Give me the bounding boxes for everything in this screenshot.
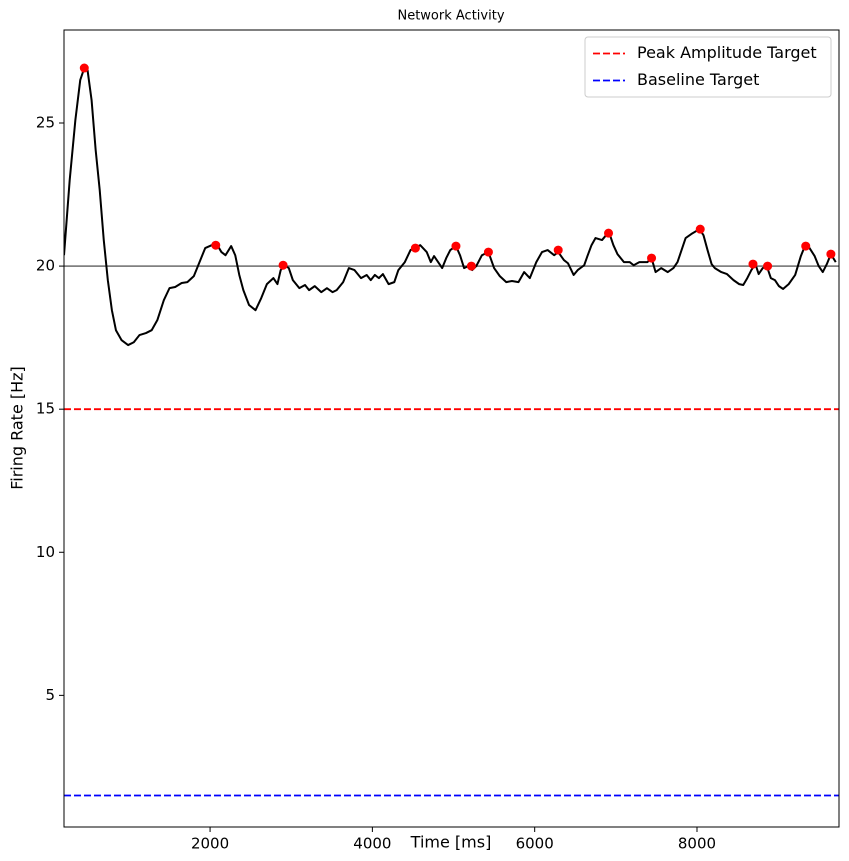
legend-label: Baseline Target — [637, 70, 759, 89]
peak-marker — [211, 240, 221, 250]
y-tick-label: 15 — [36, 400, 55, 418]
peak-marker — [553, 245, 563, 255]
axes-frame — [63, 29, 840, 828]
y-tick-label: 25 — [36, 114, 55, 132]
x-tick-label: 6000 — [516, 835, 554, 853]
chart-title: Network Activity — [397, 9, 504, 24]
peak-marker — [278, 260, 288, 270]
signal-line — [64, 67, 837, 347]
legend-box — [584, 36, 832, 98]
peak-marker — [801, 241, 811, 251]
plot-area — [64, 63, 839, 797]
x-axis-label: Time [ms] — [410, 833, 492, 852]
legend: Peak Amplitude Target Baseline Target — [584, 36, 832, 98]
x-tick-label: 4000 — [353, 835, 391, 853]
peak-marker — [483, 247, 493, 257]
peak-marker — [466, 261, 476, 271]
y-tick-label: 20 — [36, 257, 55, 275]
y-tick-label: 10 — [36, 543, 55, 561]
peak-marker — [763, 261, 773, 271]
peak-marker — [410, 243, 420, 253]
x-tick-label: 2000 — [191, 835, 229, 853]
y-axis-label: Firing Rate [Hz] — [8, 366, 27, 490]
peak-marker — [604, 228, 614, 238]
y-tick-label: 5 — [45, 686, 55, 704]
peak-marker — [451, 241, 461, 251]
legend-label: Peak Amplitude Target — [637, 43, 817, 62]
peak-marker — [79, 63, 89, 73]
peak-marker — [695, 224, 705, 234]
peak-marker — [647, 253, 657, 263]
peak-marker — [826, 249, 836, 259]
peak-marker — [748, 259, 758, 269]
x-tick-label: 8000 — [678, 835, 716, 853]
